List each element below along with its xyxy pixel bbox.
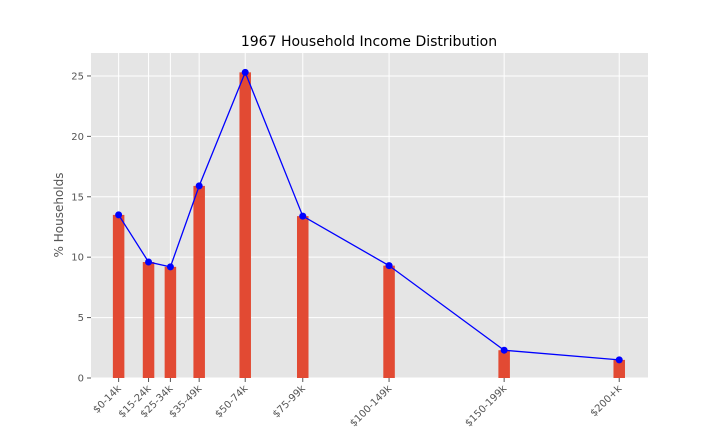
- y-tick-label: 10: [71, 253, 84, 264]
- plot-background: [91, 53, 648, 378]
- x-axis-ticks: $0-14k$15-24k$25-34k$35-49k $50-74k $75-99…: [91, 378, 624, 429]
- y-axis-ticks: 0 5 10 15 20 25: [71, 71, 91, 385]
- chart-title: 1967 Household Income Distribution: [241, 34, 497, 50]
- y-tick-label: 20: [71, 132, 84, 143]
- data-point-marker: [500, 346, 508, 354]
- data-point-marker: [115, 211, 123, 219]
- bars-group: [112, 72, 625, 378]
- y-tick-label: 15: [71, 192, 84, 203]
- bar: [164, 266, 177, 378]
- data-point-marker: [145, 258, 153, 266]
- data-point-marker: [241, 68, 249, 76]
- y-tick-label: 25: [71, 71, 84, 82]
- x-tick-label: $100-149k: [348, 383, 394, 429]
- bar: [498, 350, 510, 378]
- data-point-marker: [385, 262, 393, 270]
- x-tick-label: $50-74k: [213, 383, 250, 420]
- bar: [142, 262, 155, 378]
- x-tick-label: $150-199k: [463, 383, 509, 429]
- data-point-marker: [195, 182, 203, 190]
- x-tick-label: $200+k: [589, 383, 625, 419]
- data-point-marker: [166, 263, 174, 271]
- bar: [613, 359, 625, 378]
- bar: [193, 185, 205, 378]
- bar: [112, 214, 125, 378]
- y-axis-label: % Households: [52, 173, 66, 258]
- bar: [383, 265, 395, 378]
- x-tick-label: $75-99k: [271, 383, 308, 420]
- data-point-marker: [299, 212, 307, 220]
- y-tick-label: 5: [78, 313, 84, 324]
- data-point-marker: [615, 356, 623, 364]
- line-series-group: [115, 68, 623, 364]
- y-tick-label: 0: [78, 374, 84, 385]
- bar: [296, 216, 309, 378]
- bar: [239, 72, 251, 378]
